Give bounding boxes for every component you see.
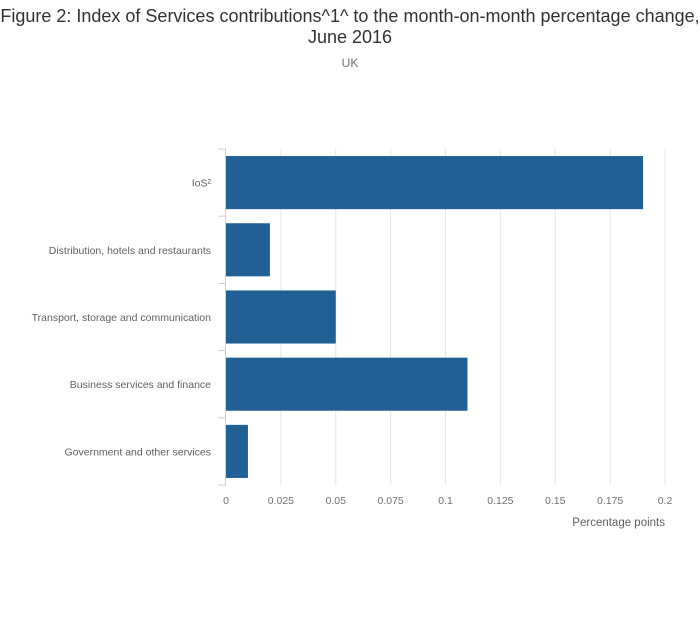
x-tick-label: 0 [223,495,229,507]
x-tick-label: 0.175 [597,495,623,507]
labels: 0 0.025 0.05 0.075 0.1 0.125 0.15 0.175 0.2 IoS² D… [32,178,673,507]
x-tick-label: 0.075 [377,495,403,507]
category-label: Government and other services [65,446,212,458]
x-tick-label: 0.05 [326,495,347,507]
bar [226,424,248,478]
x-tick-label: 0.125 [487,495,513,507]
bars [226,156,644,478]
x-tick-label: 0.2 [658,495,673,507]
x-tick-label: 0.1 [438,495,453,507]
category-label: Business services and finance [70,379,211,391]
category-label: Transport, storage and communication [32,312,212,324]
axes [218,148,226,486]
category-label: IoS² [192,178,212,190]
chart-header: Figure 2: Index of Services contribution… [0,6,700,70]
bar [226,290,336,344]
bar [226,223,270,277]
bar [226,357,468,411]
x-axis-title: Percentage points [572,517,665,529]
x-tick-label: 0.15 [545,495,566,507]
category-label: Distribution, hotels and restaurants [49,245,211,257]
chart-subtitle: UK [341,56,359,70]
bar [226,156,644,210]
chart-title: Figure 2: Index of Services contribution… [0,6,700,47]
x-tick-label: 0.025 [268,495,294,507]
